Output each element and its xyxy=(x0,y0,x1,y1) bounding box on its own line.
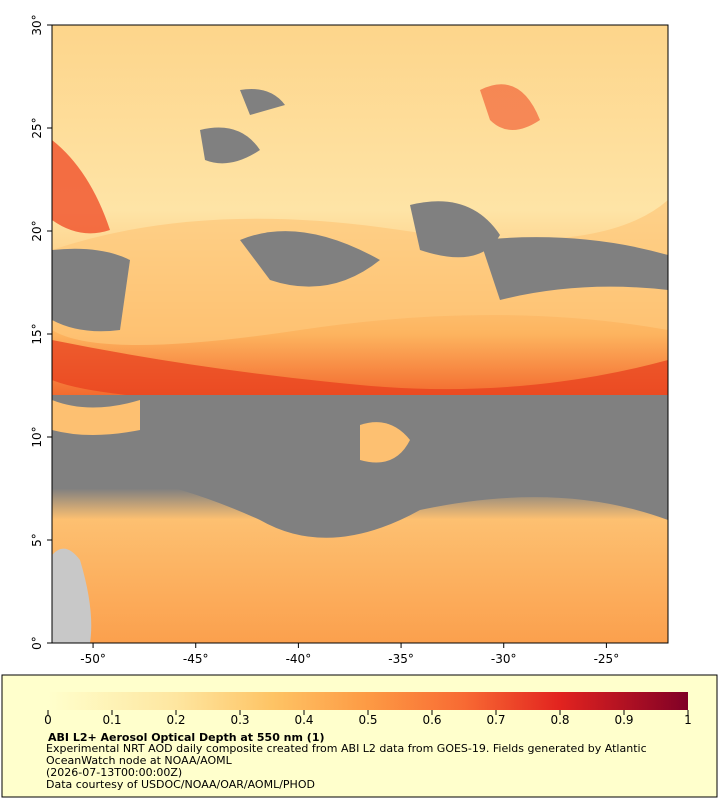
legend-notes: Experimental NRT AOD daily composite cre… xyxy=(46,743,686,791)
time: (2026-07-13T00:00:00Z) xyxy=(46,766,183,779)
colorbar-tick-label: 0.4 xyxy=(294,713,313,727)
colorbar-tick-label: 0.1 xyxy=(102,713,121,727)
colorbar xyxy=(48,692,688,710)
x-tick-label: -50° xyxy=(80,652,106,666)
colorbar-tick-label: 0 xyxy=(44,713,52,727)
credit: Data courtesy of USDOC/NOAA/OAR/AOML/PHO… xyxy=(46,778,315,791)
legend-title: ABI L2+ Aerosol Optical Depth at 550 nm … xyxy=(48,731,325,744)
y-tick-label: 15° xyxy=(30,323,44,344)
y-tick-label: 25° xyxy=(30,117,44,138)
colorbar-tick-label: 0.6 xyxy=(422,713,441,727)
colorbar-tick-label: 0.3 xyxy=(230,713,249,727)
colorbar-tick-label: 1 xyxy=(684,713,692,727)
y-tick-label: 5° xyxy=(30,533,44,547)
legend-notes-body: Experimental NRT AOD daily composite cre… xyxy=(46,743,686,791)
x-tick-label: -30° xyxy=(491,652,517,666)
colorbar-tick-label: 0.9 xyxy=(614,713,633,727)
y-tick-label: 10° xyxy=(30,426,44,447)
colorbar-tick-label: 0.8 xyxy=(550,713,569,727)
y-tick-label: 0° xyxy=(30,636,44,650)
description: Experimental NRT AOD daily composite cre… xyxy=(46,743,647,767)
colorbar-tick-label: 0.5 xyxy=(358,713,377,727)
colorbar-tick-label: 0.7 xyxy=(486,713,505,727)
x-tick-label: -45° xyxy=(183,652,209,666)
aod-raster xyxy=(52,25,668,643)
colorbar-tick-label: 0.2 xyxy=(166,713,185,727)
y-tick-label: 20° xyxy=(30,220,44,241)
x-tick-label: -40° xyxy=(286,652,312,666)
x-tick-label: -35° xyxy=(388,652,414,666)
y-tick-label: 30° xyxy=(30,14,44,35)
x-tick-label: -25° xyxy=(594,652,620,666)
